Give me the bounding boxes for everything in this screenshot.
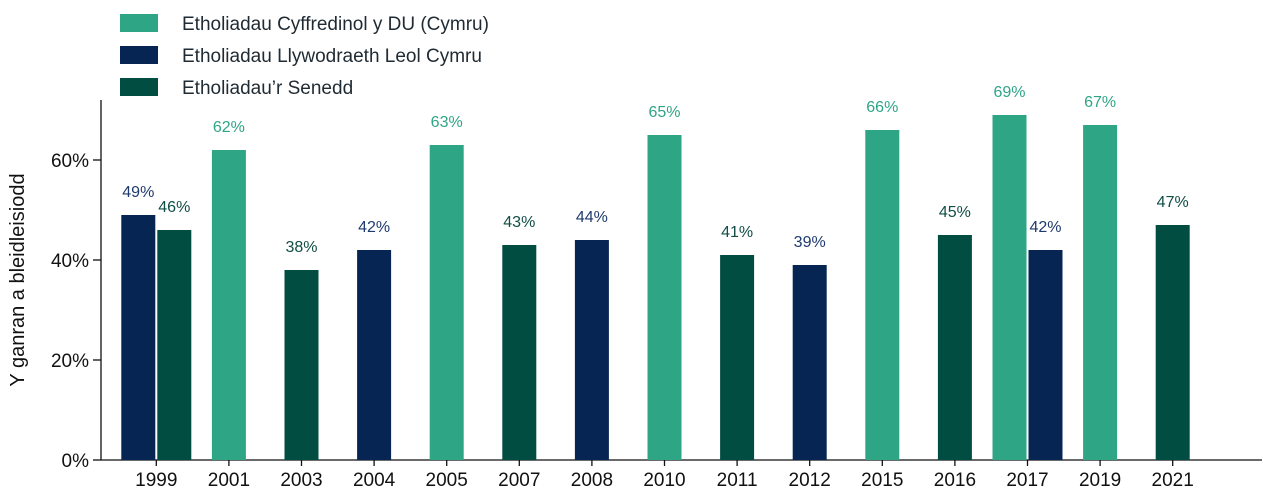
data-label-2012-series-1: 39% <box>794 234 826 251</box>
legend-label-1: Etholiadau Llywodraeth Leol Cymru <box>182 46 482 67</box>
x-tick-label: 2011 <box>717 470 758 491</box>
data-label-2015-series-0: 66% <box>866 99 898 116</box>
legend-swatch-0 <box>120 14 158 32</box>
y-tick-label: 20% <box>51 351 89 372</box>
x-tick-label: 2005 <box>426 470 468 491</box>
data-label-2017-series-1: 42% <box>1029 219 1061 236</box>
x-tick-label: 2007 <box>498 470 540 491</box>
data-label-1999-series-1: 49% <box>122 184 154 201</box>
data-label-2010-series-0: 65% <box>648 104 680 121</box>
y-tick-label: 40% <box>51 251 89 272</box>
data-label-2007-series-2: 43% <box>503 214 535 231</box>
bar-2003-series-2 <box>284 270 319 460</box>
data-label-2001-series-0: 62% <box>213 119 245 136</box>
x-tick-label: 2012 <box>789 470 831 491</box>
bar-2012-series-1 <box>792 265 827 460</box>
data-label-2016-series-2: 45% <box>939 204 971 221</box>
data-label-2019-series-0: 67% <box>1084 94 1116 111</box>
bar-2005-series-0 <box>429 145 464 460</box>
x-tick-label: 2015 <box>861 470 903 491</box>
x-tick-label: 2004 <box>353 470 396 491</box>
bar-2007-series-2 <box>502 245 537 460</box>
x-tick-label: 2019 <box>1079 470 1121 491</box>
legend-label-2: Etholiadau’r Senedd <box>182 78 353 99</box>
bar-2021-series-2 <box>1155 225 1190 460</box>
data-label-2005-series-0: 63% <box>431 114 463 131</box>
bar-2011-series-2 <box>720 255 755 460</box>
bar-2019-series-0 <box>1083 125 1118 460</box>
bar-2008-series-1 <box>574 240 609 460</box>
data-label-2008-series-1: 44% <box>576 209 608 226</box>
bar-2010-series-0 <box>647 135 682 460</box>
y-axis-label: Y ganran a bleidleisiodd <box>7 173 29 386</box>
data-labels-layer: 49%46% 62% 38% 42% 63% 43% 44% 65% 41% 39% 66% 45% 6… <box>122 84 1188 256</box>
bar-2017-series-1 <box>1028 250 1063 460</box>
data-label-2017-series-0: 69% <box>993 84 1025 101</box>
data-label-2021-series-2: 47% <box>1157 194 1189 211</box>
data-label-1999-series-2: 46% <box>158 199 190 216</box>
legend: Etholiadau Cyffredinol y DU (Cymru) Ethol… <box>120 14 489 99</box>
x-tick-label: 2008 <box>571 470 613 491</box>
x-tick-label: 2017 <box>1006 470 1048 491</box>
x-axis: 1999 2001 2003 2004 2005 2007 2008 2010 2011 2012… <box>101 459 1262 491</box>
legend-swatch-2 <box>120 78 158 96</box>
x-tick-label: 2010 <box>643 470 685 491</box>
bars-layer <box>121 115 1190 460</box>
y-tick-label: 60% <box>51 151 89 172</box>
bar-2017-series-0 <box>992 115 1027 460</box>
bar-2004-series-1 <box>357 250 392 460</box>
bar-1999-series-2 <box>157 230 192 460</box>
bar-2016-series-2 <box>937 235 972 460</box>
x-tick-label: 2021 <box>1152 470 1194 491</box>
y-tick-label: 0% <box>62 451 90 472</box>
data-label-2011-series-2: 41% <box>721 224 753 241</box>
x-tick-label: 2016 <box>934 470 976 491</box>
data-label-2004-series-1: 42% <box>358 219 390 236</box>
x-tick-label: 1999 <box>135 470 177 491</box>
legend-swatch-1 <box>120 46 158 64</box>
legend-label-0: Etholiadau Cyffredinol y DU (Cymru) <box>182 14 489 35</box>
y-axis: 0% 20% 40% 60% <box>51 100 102 472</box>
data-label-2003-series-2: 38% <box>285 239 317 256</box>
bar-2001-series-0 <box>211 150 246 460</box>
x-tick-label: 2001 <box>208 470 250 491</box>
bar-1999-series-1 <box>121 215 156 460</box>
x-tick-label: 2003 <box>280 470 322 491</box>
bar-2015-series-0 <box>865 130 900 460</box>
